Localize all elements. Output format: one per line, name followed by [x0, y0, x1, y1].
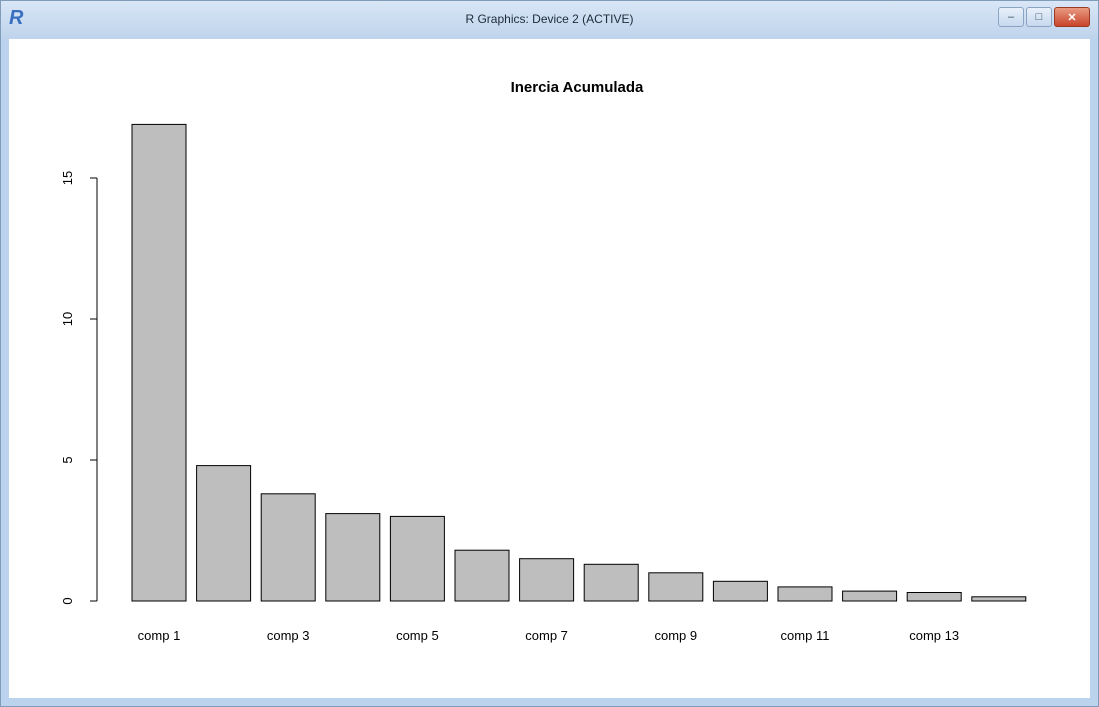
- bar-comp-1: [131, 123, 187, 602]
- x-tick-label: comp 5: [396, 628, 439, 643]
- chart-title: Inercia Acumulada: [511, 79, 644, 96]
- y-axis: 0 5 10 15: [60, 171, 98, 605]
- bar-comp-11: [777, 586, 833, 602]
- bar-comp-13: [906, 592, 962, 602]
- bars: [131, 123, 1027, 602]
- maximize-button[interactable]: □: [1026, 7, 1052, 27]
- minimize-icon: –: [1007, 11, 1015, 23]
- y-tick-label: 5: [60, 456, 75, 463]
- bar-comp-12: [842, 590, 898, 602]
- x-tick-label: comp 1: [138, 628, 181, 643]
- title-bar[interactable]: R R Graphics: Device 2 (ACTIVE) – □ ✕: [1, 1, 1098, 39]
- bar-comp-6: [454, 549, 510, 602]
- bar-comp-5: [389, 515, 445, 602]
- close-icon: ✕: [1067, 11, 1077, 24]
- y-tick-label: 10: [60, 312, 75, 326]
- x-tick-label: comp 9: [654, 628, 697, 643]
- close-button[interactable]: ✕: [1054, 7, 1090, 27]
- bar-comp-8: [583, 563, 639, 602]
- bar-comp-3: [260, 493, 316, 602]
- maximize-icon: □: [1035, 11, 1043, 23]
- x-tick-label: comp 7: [525, 628, 568, 643]
- bar-comp-9: [648, 572, 704, 602]
- minimize-button[interactable]: –: [998, 7, 1024, 27]
- plot-area: Inercia Acumulada 0 5 10 15 comp 1 comp 3 com…: [9, 39, 1090, 698]
- bar-comp-4: [325, 513, 381, 602]
- window-controls: – □ ✕: [998, 7, 1090, 29]
- y-tick-label: 0: [60, 597, 75, 604]
- x-tick-label: comp 11: [781, 628, 830, 643]
- x-tick-label: comp 3: [267, 628, 310, 643]
- x-tick-label: comp 13: [909, 628, 959, 643]
- x-axis-labels: comp 1 comp 3 comp 5 comp 7 comp 9 comp 11 com…: [138, 628, 959, 643]
- bar-comp-10: [712, 580, 768, 602]
- bar-comp-14: [971, 596, 1027, 602]
- y-tick-label: 15: [60, 171, 75, 185]
- bar-comp-7: [519, 558, 575, 602]
- bar-comp-2: [196, 465, 252, 602]
- r-logo-icon: R: [9, 7, 24, 29]
- window-title: R Graphics: Device 2 (ACTIVE): [465, 12, 634, 26]
